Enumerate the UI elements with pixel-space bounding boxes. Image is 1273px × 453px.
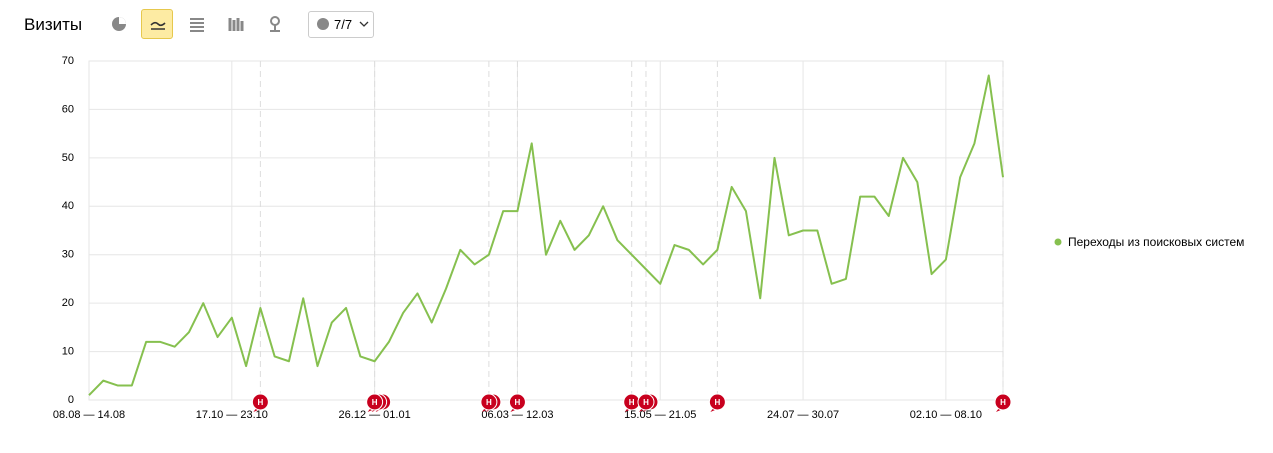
note-label: Н (1000, 398, 1006, 407)
x-tick-label: 02.10 — 08.10 (910, 409, 982, 421)
notes-dropdown[interactable]: 7/7 (308, 11, 374, 38)
note-marker[interactable]: Н (508, 393, 526, 412)
note-label: Н (647, 398, 653, 407)
pie-chart-button[interactable] (103, 9, 135, 39)
note-label: Н (372, 398, 378, 407)
note-pin (481, 408, 489, 412)
note-label: Н (380, 398, 386, 407)
note-pin (371, 408, 379, 412)
note-pin (485, 408, 493, 412)
area-chart-button[interactable] (181, 9, 213, 39)
note-pin (624, 408, 632, 412)
y-tick-label: 0 (68, 394, 74, 406)
note-circle (251, 393, 269, 411)
note-pin (375, 408, 383, 412)
note-circle (374, 393, 392, 411)
y-tick-label: 20 (62, 297, 74, 309)
note-marker[interactable]: Н (637, 393, 655, 412)
x-tick-label: 17.10 — 23.10 (196, 409, 268, 421)
bar-chart-button[interactable] (220, 9, 252, 39)
y-tick-label: 70 (62, 55, 74, 67)
toolbar: Визиты 7/7 (0, 9, 420, 41)
note-pin (642, 408, 650, 412)
y-tick-label: 40 (62, 200, 74, 212)
report-title: Визиты (24, 15, 83, 34)
x-tick-label: 15.05 — 21.05 (624, 409, 696, 421)
note-circle (637, 393, 655, 411)
note-circle (480, 393, 498, 411)
x-tick-label: 08.08 — 14.08 (53, 409, 125, 421)
x-tick-label: 24.07 — 30.07 (767, 409, 839, 421)
note-marker[interactable]: Н (484, 393, 502, 412)
note-label: Н (376, 398, 382, 407)
y-tick-label: 50 (62, 152, 74, 164)
note-marker[interactable]: Н (623, 393, 641, 412)
note-pin (367, 408, 375, 412)
note-pin (253, 408, 261, 412)
note-label: Н (515, 398, 521, 407)
note-circle (508, 393, 526, 411)
note-marker[interactable]: Н (480, 393, 498, 412)
x-tick-label: 06.03 — 12.03 (481, 409, 553, 421)
series-line (88, 74, 1004, 396)
note-circle (370, 393, 388, 411)
note-circle (708, 393, 726, 411)
note-marker[interactable]: Н (366, 393, 384, 412)
y-tick-label: 60 (62, 103, 74, 115)
note-pin (510, 408, 518, 412)
note-label: Н (486, 398, 492, 407)
y-tick-label: 10 (62, 345, 74, 357)
note-pin (710, 408, 718, 412)
y-tick-label: 30 (62, 249, 74, 261)
line-chart-button[interactable] (141, 9, 173, 39)
note-circle (641, 393, 659, 411)
note-marker[interactable]: Н (708, 393, 726, 412)
note-label: Н (257, 398, 263, 407)
note-circle (484, 393, 502, 411)
note-label: Н (643, 398, 649, 407)
note-marker[interactable]: Н (370, 393, 388, 412)
note-marker[interactable]: Н (251, 393, 269, 412)
note-label: Н (629, 398, 635, 407)
map-button[interactable] (259, 9, 291, 39)
legend-swatch (1054, 238, 1062, 246)
note-label: Н (490, 398, 496, 407)
note-marker[interactable]: Н (994, 393, 1012, 412)
plot-area (88, 60, 1004, 401)
note-circle (366, 393, 384, 411)
note-pin (638, 408, 646, 412)
note-label: Н (714, 398, 720, 407)
x-tick-label: 26.12 — 01.01 (339, 409, 411, 421)
legend-label: Переходы из поисковых систем (1068, 235, 1244, 249)
note-marker[interactable]: Н (641, 393, 659, 412)
note-marker[interactable]: Н (374, 393, 392, 412)
note-pin (996, 408, 1003, 412)
note-circle (623, 393, 641, 411)
notes-count: 7/7 (334, 17, 353, 32)
note-circle (994, 393, 1012, 411)
